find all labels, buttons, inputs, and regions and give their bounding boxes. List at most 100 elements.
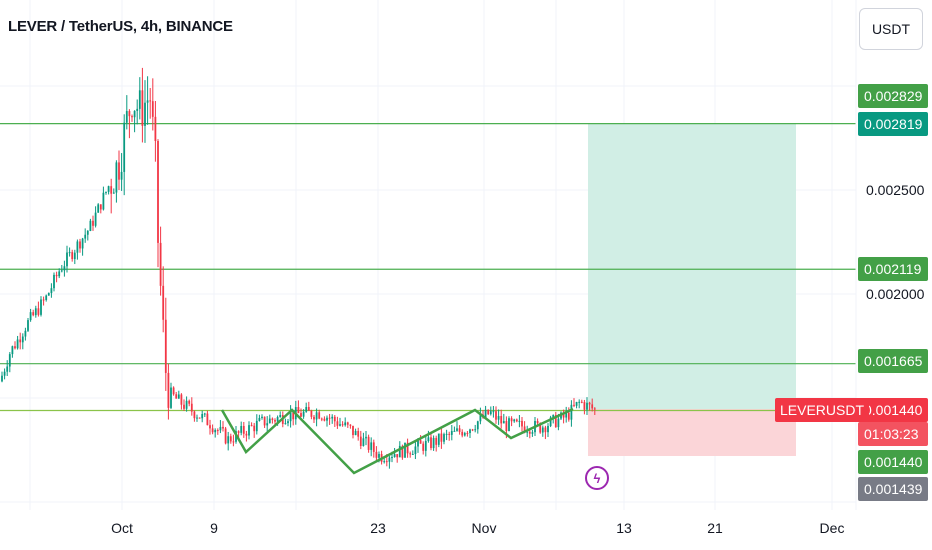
candle-body [29, 312, 32, 321]
candle-body [144, 102, 146, 126]
candle-body [424, 441, 427, 451]
candle-body [55, 274, 58, 277]
candle-body [554, 414, 557, 428]
candle-body [440, 433, 443, 442]
candle-body [73, 252, 76, 260]
candle-body [76, 241, 79, 253]
candle-body [396, 454, 399, 458]
candle-body [458, 428, 461, 432]
candle-body [1, 375, 3, 382]
price-tag: 0.002819 [858, 112, 928, 136]
candle-body [245, 433, 248, 436]
candle-body [123, 122, 126, 172]
candle-body [42, 299, 45, 301]
candle-body [211, 428, 214, 433]
candle-body [469, 429, 471, 434]
candle-body [367, 436, 370, 450]
candle-body [170, 387, 172, 408]
currency-button[interactable]: USDT [859, 8, 923, 50]
candle-body [227, 436, 230, 444]
candle-body [404, 442, 406, 458]
price-tag: 0.002829 [858, 84, 928, 108]
candle-body [323, 418, 326, 421]
candle-body [263, 416, 266, 426]
candle-body [307, 406, 310, 411]
candle-body [497, 416, 500, 420]
candle-body [107, 186, 110, 192]
candle-body [320, 418, 323, 420]
candle-body [89, 220, 92, 231]
candle-body [443, 434, 445, 442]
candle-body [97, 204, 100, 213]
price-tag: 0.001439 [858, 477, 928, 501]
candle-body [99, 204, 102, 210]
candle-body [575, 401, 578, 406]
candle-body [536, 420, 539, 424]
candle-body [276, 417, 279, 422]
candle-body [141, 90, 144, 126]
x-tick-label: 13 [616, 520, 632, 536]
candle-body [68, 252, 71, 254]
candle-body [378, 454, 380, 458]
candle-body [588, 402, 591, 405]
candle-body [502, 421, 505, 424]
candle-body [201, 414, 204, 419]
x-tick-label: Dec [819, 520, 845, 536]
candle-body [346, 422, 349, 425]
candle-body [393, 454, 396, 458]
candle-body [159, 242, 162, 286]
candle-body [552, 414, 555, 418]
candle-body [508, 418, 510, 432]
candle-body [573, 404, 575, 406]
candle-body [177, 394, 180, 399]
candle-body [14, 346, 16, 349]
candle-body [292, 412, 295, 420]
candle-body [471, 429, 474, 431]
candle-body [489, 411, 492, 415]
price-tag: 0.001440 [858, 450, 928, 474]
candle-body [203, 413, 206, 415]
candle-body [149, 100, 152, 102]
candle-body [261, 416, 263, 418]
candle-body [450, 431, 453, 435]
candle-body [138, 90, 141, 109]
candle-body [328, 417, 331, 419]
countdown-tag: 01:03:23 [858, 422, 928, 446]
candle-body [224, 428, 227, 444]
candle-body [492, 411, 495, 413]
candle-body [362, 438, 365, 446]
candle-body [16, 339, 19, 349]
candle-body [570, 404, 573, 420]
candle-body [463, 433, 466, 436]
candle-body [60, 270, 63, 272]
candle-body [593, 408, 596, 410]
candle-body [375, 451, 378, 458]
pattern-line [220, 407, 574, 475]
candle-body [474, 429, 477, 431]
candle-body [409, 453, 412, 455]
candle-body [359, 436, 362, 446]
candle-body [110, 186, 113, 194]
candle-body [357, 430, 360, 437]
candle-body [253, 425, 256, 432]
candle-body [102, 192, 105, 210]
candle-body [167, 372, 170, 408]
candle-body [84, 234, 87, 239]
candle-body [448, 433, 451, 435]
candle-body [118, 162, 120, 180]
candle-body [479, 414, 482, 422]
candle-body [539, 423, 542, 433]
candle-body [419, 440, 422, 444]
candle-body [476, 421, 479, 430]
candle-body [326, 417, 328, 421]
candle-body [237, 431, 240, 433]
lightning-icon[interactable]: ϟ [585, 466, 609, 490]
candle-body [3, 371, 6, 376]
candle-body [120, 171, 123, 180]
candle-body [185, 400, 188, 409]
candle-body [531, 432, 534, 434]
candle-body [500, 416, 503, 424]
candle-body [510, 418, 513, 422]
candle-body [341, 424, 344, 426]
